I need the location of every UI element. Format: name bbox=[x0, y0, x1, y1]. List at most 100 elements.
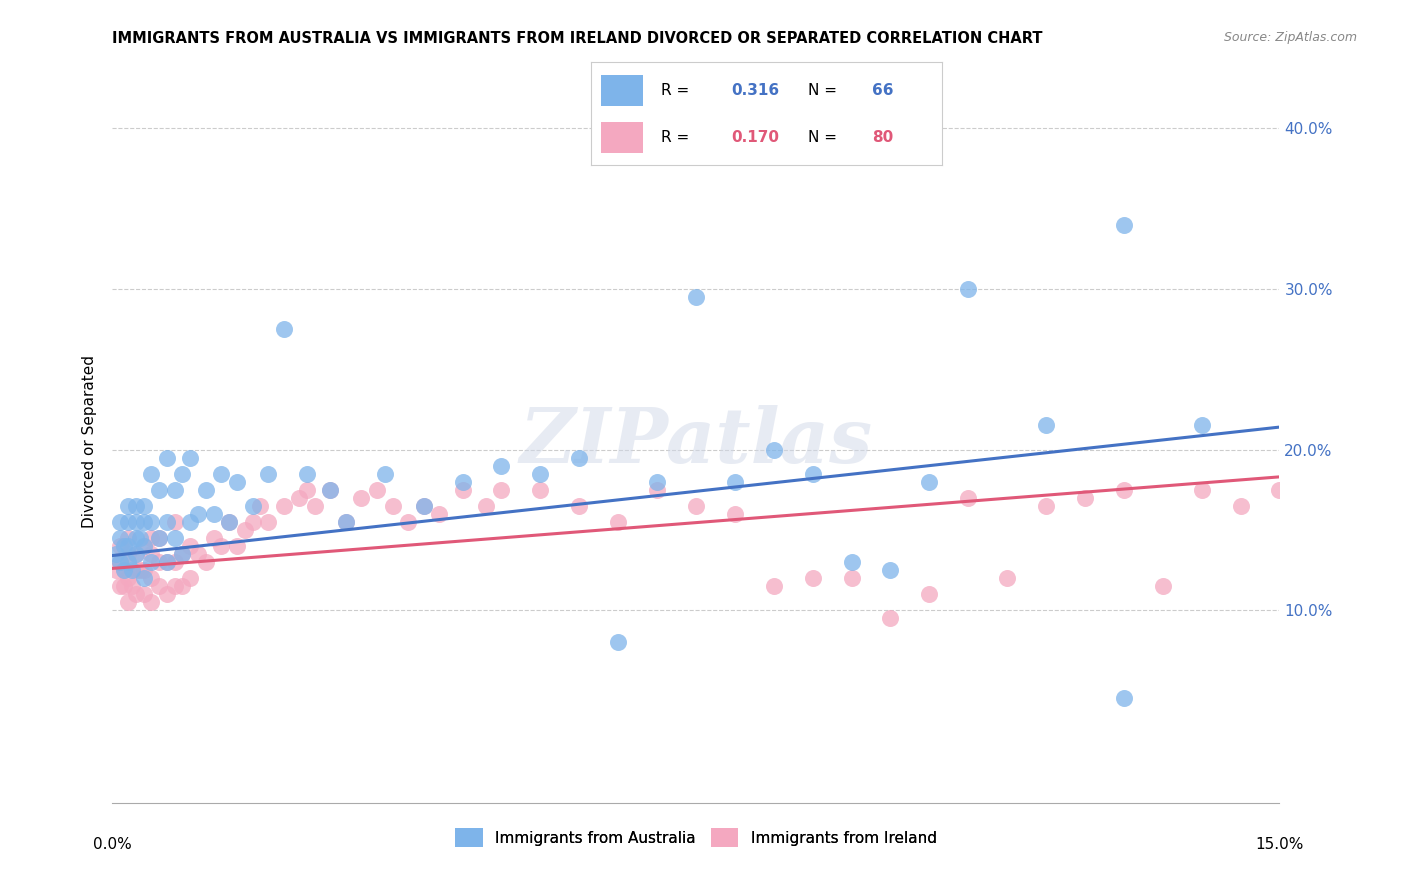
Point bbox=[273, 322, 295, 336]
Point bbox=[295, 483, 318, 497]
Point bbox=[110, 555, 132, 569]
Point bbox=[117, 555, 139, 569]
Point bbox=[194, 483, 217, 497]
Point bbox=[132, 571, 155, 585]
Point bbox=[1191, 418, 1213, 433]
Point bbox=[995, 571, 1018, 585]
Point bbox=[249, 499, 271, 513]
Point bbox=[724, 475, 747, 489]
Point bbox=[194, 555, 217, 569]
Point bbox=[607, 515, 630, 529]
Point bbox=[288, 491, 311, 505]
Point bbox=[209, 539, 232, 553]
Point bbox=[141, 467, 163, 481]
Point bbox=[685, 499, 707, 513]
Point bbox=[163, 579, 186, 593]
Point bbox=[1074, 491, 1097, 505]
Point bbox=[1035, 418, 1057, 433]
Point bbox=[451, 475, 474, 489]
Text: 80: 80 bbox=[872, 130, 893, 145]
Point bbox=[412, 499, 434, 513]
Point bbox=[762, 579, 785, 593]
Point bbox=[1191, 483, 1213, 497]
Point bbox=[128, 563, 150, 577]
Point bbox=[163, 555, 186, 569]
Point bbox=[125, 563, 148, 577]
Point bbox=[141, 547, 163, 561]
Text: IMMIGRANTS FROM AUSTRALIA VS IMMIGRANTS FROM IRELAND DIVORCED OR SEPARATED CORRE: IMMIGRANTS FROM AUSTRALIA VS IMMIGRANTS … bbox=[112, 31, 1043, 46]
Point bbox=[156, 555, 179, 569]
Point bbox=[117, 515, 139, 529]
Point bbox=[879, 611, 901, 625]
Point bbox=[187, 507, 209, 521]
Point bbox=[335, 515, 357, 529]
Point bbox=[396, 515, 419, 529]
Point bbox=[148, 579, 170, 593]
Point bbox=[141, 531, 163, 545]
Point bbox=[366, 483, 388, 497]
Point bbox=[304, 499, 326, 513]
Point bbox=[762, 442, 785, 457]
Point bbox=[125, 515, 148, 529]
Point bbox=[475, 499, 498, 513]
Point bbox=[529, 483, 551, 497]
Point bbox=[412, 499, 434, 513]
Point bbox=[801, 467, 824, 481]
Point bbox=[242, 499, 264, 513]
Text: ZIPatlas: ZIPatlas bbox=[519, 405, 873, 478]
Point bbox=[117, 595, 139, 609]
Point bbox=[218, 515, 240, 529]
Point bbox=[381, 499, 404, 513]
Point bbox=[163, 531, 186, 545]
Point bbox=[148, 555, 170, 569]
Point bbox=[242, 515, 264, 529]
Point bbox=[918, 587, 941, 601]
Point bbox=[112, 539, 135, 553]
Point bbox=[121, 579, 143, 593]
Point bbox=[172, 547, 194, 561]
Point bbox=[335, 515, 357, 529]
Point bbox=[841, 571, 863, 585]
Text: 0.170: 0.170 bbox=[731, 130, 779, 145]
Text: Source: ZipAtlas.com: Source: ZipAtlas.com bbox=[1223, 31, 1357, 45]
Point bbox=[172, 547, 194, 561]
Point bbox=[427, 507, 450, 521]
Point bbox=[257, 515, 280, 529]
Point bbox=[125, 587, 148, 601]
Point bbox=[172, 579, 194, 593]
Point bbox=[132, 539, 155, 553]
Point bbox=[112, 579, 135, 593]
Point bbox=[110, 515, 132, 529]
Point bbox=[1268, 483, 1291, 497]
Text: R =: R = bbox=[661, 83, 695, 97]
Point bbox=[879, 563, 901, 577]
Point bbox=[226, 475, 249, 489]
Point bbox=[273, 499, 295, 513]
Point bbox=[172, 467, 194, 481]
Point bbox=[319, 483, 342, 497]
Point bbox=[132, 563, 155, 577]
Point bbox=[187, 547, 209, 561]
Point bbox=[132, 515, 155, 529]
Point bbox=[148, 483, 170, 497]
Point bbox=[957, 491, 980, 505]
Point bbox=[105, 547, 128, 561]
Text: 15.0%: 15.0% bbox=[1256, 838, 1303, 852]
Point bbox=[218, 515, 240, 529]
Point bbox=[132, 539, 155, 553]
Point bbox=[1112, 483, 1135, 497]
Bar bbox=[602, 75, 643, 105]
Point bbox=[163, 483, 186, 497]
Point bbox=[156, 515, 179, 529]
Point bbox=[1035, 499, 1057, 513]
Point bbox=[117, 547, 139, 561]
Point bbox=[202, 507, 225, 521]
Point bbox=[918, 475, 941, 489]
Point bbox=[801, 571, 824, 585]
Point bbox=[110, 531, 132, 545]
Point bbox=[141, 555, 163, 569]
Point bbox=[257, 467, 280, 481]
Point bbox=[1112, 691, 1135, 706]
Point bbox=[295, 467, 318, 481]
Legend: Immigrants from Australia, Immigrants from Ireland: Immigrants from Australia, Immigrants fr… bbox=[449, 822, 943, 853]
